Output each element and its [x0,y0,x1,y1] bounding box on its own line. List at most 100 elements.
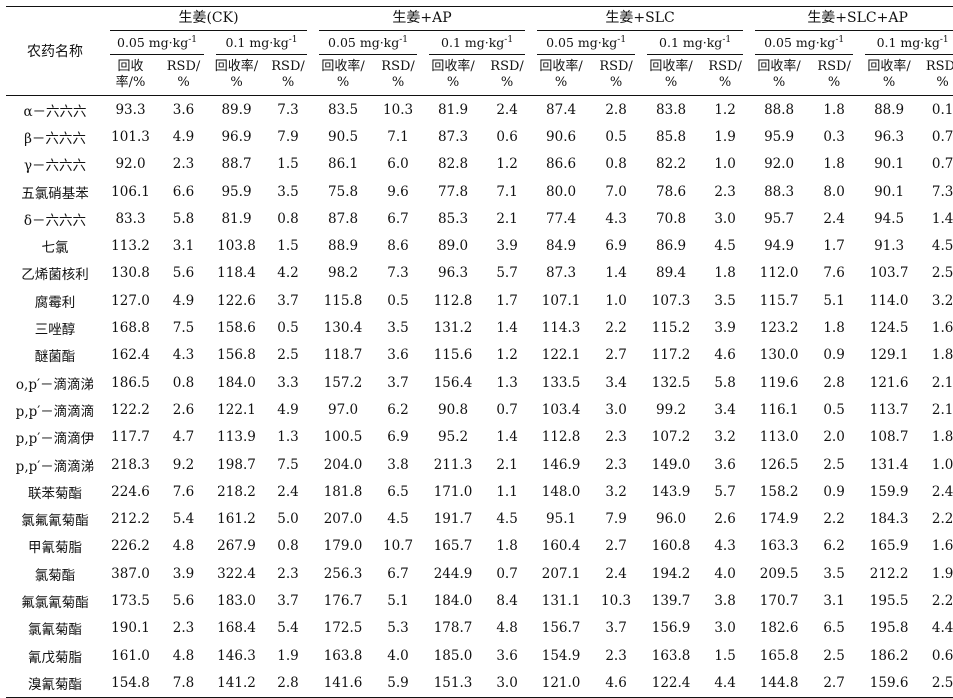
rsd-value: 8.4 [496,592,518,609]
concentration-label: 0.1 mg·kg-1 [647,31,744,55]
recovery-value: 75.8 [328,183,359,200]
rsd-value: 6.5 [387,483,409,500]
rsd-value: 7.9 [605,511,627,528]
recovery-value: 127.0 [111,292,150,309]
rsd-value: 7.1 [496,183,518,200]
recovery-value: 207.0 [323,511,363,528]
recovery-value: 212.2 [111,511,150,528]
rsd-value: 2.4 [931,483,953,500]
recovery-value: 156.8 [217,347,256,364]
recovery-value: 82.2 [656,156,687,173]
rsd-value: 1.4 [605,265,627,282]
recovery-value: 195.8 [869,620,909,637]
rsd-value: 4.8 [496,620,518,637]
recovery-value: 173.5 [111,592,150,609]
rsd-value: 2.5 [931,265,953,282]
recovery-value: 141.6 [313,669,374,698]
rsd-value: 3.7 [387,374,409,391]
rsd-value: 10.7 [383,538,414,555]
recovery-value: 184.0 [433,592,473,609]
rsd-header: RSD/% [701,55,750,96]
table-row: p,p′－滴滴伊 117.7 4.7 113.9 1.3 100.5 6.9 95.2 1.4 1… [6,424,953,451]
concentration-exponent: -1 [399,34,409,45]
table-row: 七氯 113.2 3.1 103.8 1.5 88.9 8.6 89.0 3.9 84.9 6.9 8… [6,232,953,259]
table-row: 氯菊酯 387.0 3.9 322.4 2.3 256.3 6.7 244.9 0.7 207.1… [6,560,953,587]
recovery-value: 90.8 [438,401,469,418]
recovery-value: 132.5 [651,374,691,391]
rsd-value: 1.9 [931,565,953,582]
recovery-value: 171.0 [433,483,473,500]
rsd-value: 5.6 [172,592,195,609]
concentration-exponent: -1 [504,34,514,45]
recovery-value: 154.9 [541,647,581,664]
group-header-slc: 生姜+SLC [531,6,750,31]
concentration-label: 0.05 mg·kg-1 [110,31,204,55]
rsd-value: 5.7 [714,483,736,500]
recovery-value: 154.8 [104,669,157,698]
rsd-value: 0.6 [931,647,953,664]
table-row: 氰戊菊脂 161.0 4.8 146.3 1.9 163.8 4.0 185.0 3.6 154.… [6,642,953,669]
recovery-value: 88.3 [764,183,795,200]
recovery-header: 回收率/% [641,55,702,96]
recovery-value: 115.7 [759,292,799,309]
rsd-value: 2.2 [931,511,953,528]
rsd-value: 6.0 [387,156,409,173]
recovery-value: 119.6 [759,374,799,391]
rsd-value: 0.1 [931,101,953,118]
recovery-value: 95.1 [546,511,577,528]
rsd-value: 2.0 [823,429,845,446]
pesticide-name: p,p′－滴滴涕 [15,458,95,475]
recovery-value: 144.8 [749,669,810,698]
rsd-value: 6.9 [387,429,409,446]
row-label-header: 农药名称 [6,6,104,96]
pesticide-name: p,p′－滴滴伊 [15,431,95,448]
rsd-value: 3.5 [714,292,736,309]
rsd-value: 1.8 [931,429,953,446]
rsd-value: 1.8 [496,538,518,555]
rsd-value: 2.3 [605,647,627,664]
rsd-value: 7.5 [277,456,299,473]
recovery-value: 162.4 [111,347,150,364]
recovery-value: 97.0 [328,401,359,418]
pesticide-name: δ－六六六 [23,212,87,229]
recovery-value: 95.2 [438,429,469,446]
concentration-exponent: -1 [722,34,732,45]
recovery-value: 107.2 [651,429,691,446]
rsd-value: 3.3 [277,374,299,391]
concentration-header: 0.1 mg·kg-1 [210,31,313,55]
recovery-value: 156.9 [651,620,691,637]
recovery-value: 191.7 [433,511,473,528]
rsd-value: 5.9 [373,669,424,698]
rsd-value: 1.8 [931,347,953,364]
recovery-value: 89.0 [438,238,469,255]
rsd-value: 5.1 [387,592,409,609]
table-row: 三唑醇 168.8 7.5 158.6 0.5 130.4 3.5 131.2 1.4 114.3… [6,314,953,341]
rsd-value: 1.5 [714,647,736,664]
recovery-value: 77.8 [438,183,469,200]
rsd-value: 1.8 [823,156,845,173]
recovery-value: 226.2 [111,538,150,555]
rsd-value: 7.0 [605,183,627,200]
concentration-header: 0.1 mg·kg-1 [641,31,749,55]
recovery-value: 159.9 [869,483,909,500]
pesticide-name: 氰戊菊脂 [28,649,82,666]
recovery-value: 122.4 [641,669,702,698]
concentration-label: 0.05 mg·kg-1 [537,31,636,55]
recovery-header: 回收率/% [104,55,157,96]
recovery-header: 回收率/% [531,55,592,96]
rsd-value: 4.0 [387,647,409,664]
recovery-value: 172.5 [323,620,363,637]
rsd-value: 6.2 [823,538,845,555]
rsd-value: 7.6 [172,483,195,500]
recovery-value: 244.9 [433,565,473,582]
recovery-value: 170.7 [759,592,799,609]
rsd-value: 3.8 [714,592,736,609]
recovery-value: 224.6 [111,483,150,500]
recovery-value: 143.9 [651,483,691,500]
group-ck-label: 生姜(CK) [110,7,308,31]
pesticide-name: α－六六六 [23,103,87,120]
recovery-value: 87.8 [328,210,359,227]
recovery-value: 183.0 [217,592,256,609]
rsd-value: 3.0 [483,669,532,698]
pesticide-name: 甲氰菊脂 [28,540,82,557]
